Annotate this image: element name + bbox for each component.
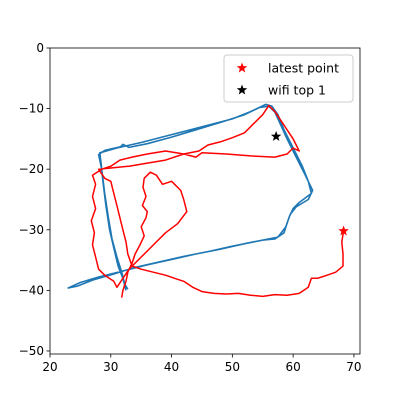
x-tick-label: 40 [164,360,179,374]
latest-point-marker [338,225,349,236]
x-tick-label: 60 [285,360,300,374]
x-tick-label: 30 [103,360,118,374]
y-tick-label: −10 [19,102,44,116]
y-tick-label: −30 [19,223,44,237]
wifi-top-1-marker [270,130,282,141]
y-tick-label: 0 [36,41,44,55]
trajectory-line-2 [90,104,345,298]
y-tick-label: −40 [19,283,44,297]
x-tick-label: 70 [346,360,361,374]
axes: 20 30 40 50 60 70 0 −10 −20 −30 −40 −50 [19,41,362,374]
plot-area [67,103,349,298]
legend-label-latest-point: latest point [268,61,339,76]
y-tick-label: −20 [19,162,44,176]
legend: latest point wifi top 1 [223,54,354,103]
x-tick-label: 50 [225,360,240,374]
legend-label-wifi-top-1: wifi top 1 [268,83,326,98]
axes-frame [49,47,361,355]
y-tick-label: −50 [19,344,44,358]
legend-marker-latest-point [236,62,248,73]
x-tick-label: 20 [42,360,57,374]
legend-box [223,54,354,103]
legend-marker-wifi-top-1 [236,84,248,95]
trajectory-line-1 [67,103,314,291]
